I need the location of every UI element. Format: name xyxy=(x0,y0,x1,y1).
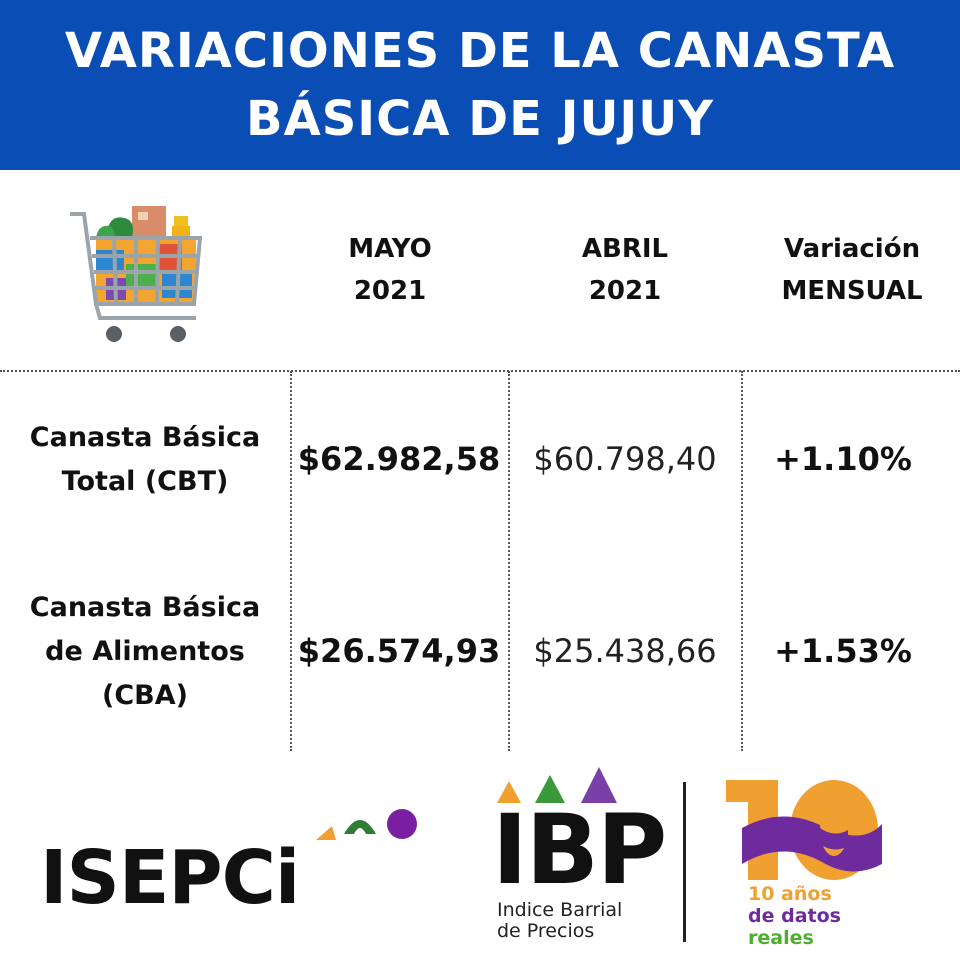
cba-variacion-value: +1.53% xyxy=(774,632,912,670)
isepci-dots-icon xyxy=(316,809,417,840)
table-divider-vertical xyxy=(508,371,510,751)
shopping-cart-icon xyxy=(70,206,203,342)
table-divider-vertical xyxy=(290,371,292,751)
col-header-mayo: MAYO 2021 xyxy=(348,234,432,306)
ten-years-logo-icon xyxy=(726,780,882,880)
ibp-logo-caption: Indice Barrial de Precios xyxy=(497,899,623,942)
col-header-abril: ABRIL 2021 xyxy=(581,234,669,306)
table-divider-vertical xyxy=(741,371,743,751)
cba-abril-value: $25.438,66 xyxy=(533,632,717,670)
cba-mayo-value: $26.574,93 xyxy=(297,632,501,670)
table-divider-horizontal xyxy=(0,370,960,372)
isepci-logo-text: ISEPCi xyxy=(40,835,300,921)
row-label-cba: Canasta Básica de Alimentos (CBA) xyxy=(29,592,261,711)
title-banner: VARIACIONES DE LA CANASTA BÁSICA DE JUJU… xyxy=(0,0,960,170)
cbt-variacion-value: +1.10% xyxy=(774,440,912,478)
row-label-cbt: Canasta Básica Total (CBT) xyxy=(29,422,261,497)
title-line-2: BÁSICA DE JUJUY xyxy=(245,91,715,147)
ten-years-caption: 10 años de datos reales xyxy=(748,883,841,949)
cbt-abril-value: $60.798,40 xyxy=(533,440,717,478)
col-header-variacion: Variación MENSUAL xyxy=(781,234,923,306)
ibp-triangles-icon xyxy=(497,767,617,803)
cbt-mayo-value: $62.982,58 xyxy=(297,440,501,478)
title-line-1: VARIACIONES DE LA CANASTA xyxy=(64,23,896,79)
logo-separator xyxy=(683,782,686,942)
ibp-logo-mark: IBP xyxy=(492,794,667,906)
